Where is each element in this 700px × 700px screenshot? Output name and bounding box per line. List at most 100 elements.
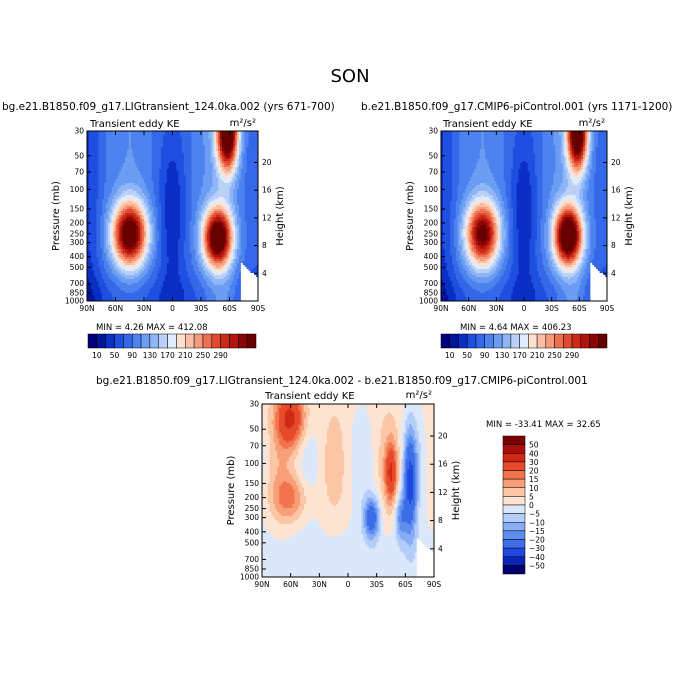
field-cell [111,187,114,190]
field-cell [109,239,113,242]
field-cell [88,185,92,188]
field-cell [111,157,114,160]
field-cell [106,231,109,234]
field-cell [106,157,109,160]
field-cell [102,161,105,164]
field-cell [90,199,94,202]
field-cell [98,187,101,190]
field-cell [90,207,94,210]
field-cell [109,135,113,138]
field-cell [96,187,99,190]
field-cell [96,171,99,174]
field-cell [102,239,105,242]
field-cell [96,241,99,244]
field-cell [98,249,101,252]
field-cell [92,299,95,302]
field-cell [96,205,99,208]
field-cell [111,233,114,236]
field-cell [107,295,111,298]
field-cell [88,273,92,276]
field-cell [111,287,114,290]
field-cell [113,201,116,204]
field-cell [98,299,101,302]
field-cell [107,259,111,262]
field-cell [104,225,107,228]
field-cell [113,151,116,154]
field-cell [107,141,111,144]
field-cell [100,219,103,222]
field-cell [98,139,101,142]
field-cell [107,291,111,294]
field-cell [111,197,114,200]
field-cell [102,169,105,172]
field-cell [106,217,109,220]
field-cell [90,241,94,244]
field-cell [102,133,105,136]
field-cell [94,179,97,182]
field-cell [113,185,116,188]
field-cell [90,197,94,200]
field-cell [98,281,101,284]
field-cell [107,167,111,170]
field-cell [88,149,92,152]
field-cell [87,261,90,264]
field-cell [88,169,92,172]
field-cell [96,267,99,270]
field-cell [87,297,90,300]
field-cell [87,279,90,282]
field-cell [96,285,99,288]
field-cell [94,295,97,298]
field-cell [109,243,113,246]
field-cell [102,191,105,194]
field-cell [98,227,101,230]
field-cell [92,235,95,238]
field-cell [109,201,113,204]
field-cell [90,225,94,228]
field-cell [98,211,101,214]
field-cell [90,267,94,270]
field-cell [87,189,90,192]
field-cell [87,247,90,250]
field-cell [100,175,103,178]
field-cell [102,155,105,158]
field-cell [104,281,107,284]
field-cell [96,141,99,144]
field-cell [96,197,99,200]
field-cell [104,155,107,158]
field-cell [98,207,101,210]
field-cell [109,265,113,268]
field-cell [88,167,92,170]
field-cell [94,215,97,218]
field-cell [111,257,114,260]
field-cell [96,151,99,154]
field-cell [100,299,103,302]
field-cell [104,183,107,186]
field-cell [111,223,114,226]
field-cell [98,137,101,140]
field-cell [113,169,116,172]
field-cell [96,177,99,180]
field-cell [102,227,105,230]
field-cell [92,291,95,294]
field-cell [90,201,94,204]
field-cell [88,253,92,256]
field-cell [94,211,97,214]
field-cell [96,237,99,240]
field-cell [96,259,99,262]
field-cell [102,131,105,134]
field-cell [109,281,113,284]
field-cell [113,141,116,144]
field-cell [92,147,95,150]
field-cell [109,299,113,302]
field-cell [94,259,97,262]
field-cell [111,273,114,276]
field-cell [102,259,105,262]
field-cell [94,285,97,288]
field-cell [106,199,109,202]
field-cell [104,147,107,150]
field-cell [100,205,103,208]
field-cell [87,259,90,262]
field-cell [109,211,113,214]
field-cell [90,193,94,196]
field-cell [106,171,109,174]
